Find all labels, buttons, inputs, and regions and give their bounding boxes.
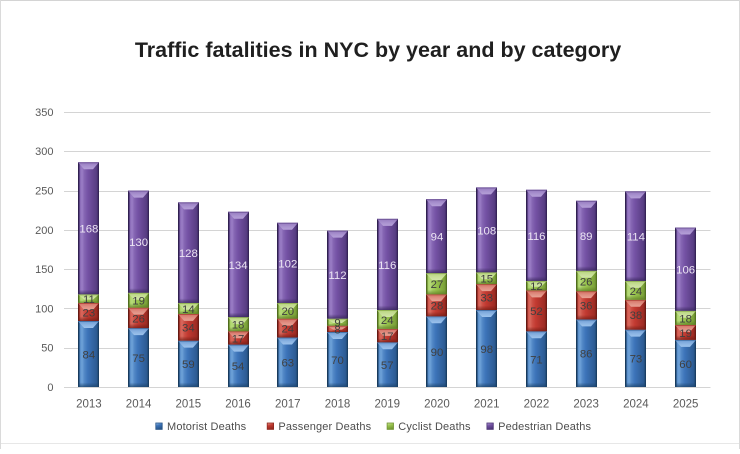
svg-text:12: 12 <box>530 281 543 293</box>
svg-text:Motorist Deaths: Motorist Deaths <box>167 421 247 433</box>
svg-text:60: 60 <box>679 359 692 371</box>
svg-text:130: 130 <box>129 237 148 249</box>
svg-text:50: 50 <box>41 343 53 355</box>
svg-text:0: 0 <box>47 382 53 394</box>
svg-text:2017: 2017 <box>275 399 301 411</box>
svg-text:15: 15 <box>480 274 493 286</box>
svg-text:100: 100 <box>35 303 53 315</box>
svg-text:2013: 2013 <box>76 399 102 411</box>
svg-text:84: 84 <box>83 349 96 361</box>
svg-text:2019: 2019 <box>374 399 400 411</box>
svg-text:Pedestrian Deaths: Pedestrian Deaths <box>498 421 591 433</box>
svg-text:350: 350 <box>35 107 53 119</box>
svg-text:11: 11 <box>83 294 95 306</box>
svg-text:106: 106 <box>676 265 695 277</box>
svg-text:28: 28 <box>431 301 444 313</box>
svg-text:8: 8 <box>334 324 340 336</box>
svg-text:250: 250 <box>35 185 53 197</box>
svg-text:73: 73 <box>630 354 643 366</box>
svg-text:2021: 2021 <box>474 399 500 411</box>
svg-text:2020: 2020 <box>424 399 450 411</box>
svg-text:2015: 2015 <box>176 399 202 411</box>
svg-text:34: 34 <box>182 323 195 335</box>
svg-text:102: 102 <box>278 258 297 270</box>
svg-text:59: 59 <box>182 359 195 371</box>
svg-text:20: 20 <box>281 306 294 318</box>
svg-text:19: 19 <box>679 328 692 340</box>
svg-text:2016: 2016 <box>225 399 251 411</box>
svg-text:Passenger Deaths: Passenger Deaths <box>278 421 371 433</box>
svg-text:71: 71 <box>530 355 543 367</box>
svg-text:2024: 2024 <box>623 399 649 411</box>
svg-text:116: 116 <box>527 231 545 243</box>
svg-text:19: 19 <box>132 296 145 308</box>
svg-text:63: 63 <box>281 358 294 370</box>
svg-text:Traffic fatalities in NYC by y: Traffic fatalities in NYC by year and by… <box>135 38 621 62</box>
svg-text:17: 17 <box>381 331 394 343</box>
svg-text:2014: 2014 <box>126 399 152 411</box>
svg-text:128: 128 <box>179 248 198 260</box>
svg-text:114: 114 <box>627 232 645 244</box>
svg-text:2022: 2022 <box>524 399 550 411</box>
svg-text:9: 9 <box>334 318 340 330</box>
svg-text:26: 26 <box>580 276 593 288</box>
svg-text:26: 26 <box>132 313 145 325</box>
svg-text:89: 89 <box>580 231 593 243</box>
svg-text:57: 57 <box>381 360 394 372</box>
svg-text:23: 23 <box>83 307 96 319</box>
svg-text:24: 24 <box>281 323 294 335</box>
svg-text:112: 112 <box>328 270 346 282</box>
svg-text:33: 33 <box>480 292 493 304</box>
svg-text:18: 18 <box>679 313 692 325</box>
svg-text:24: 24 <box>381 315 394 327</box>
svg-text:75: 75 <box>132 353 145 365</box>
svg-text:2023: 2023 <box>573 399 599 411</box>
svg-text:38: 38 <box>630 310 643 322</box>
svg-text:2018: 2018 <box>325 399 351 411</box>
svg-text:116: 116 <box>378 260 396 272</box>
svg-text:98: 98 <box>480 344 493 356</box>
svg-text:134: 134 <box>229 260 248 272</box>
svg-text:70: 70 <box>331 355 344 367</box>
svg-text:200: 200 <box>35 225 53 237</box>
svg-text:300: 300 <box>35 146 53 158</box>
svg-text:86: 86 <box>580 349 593 361</box>
svg-text:27: 27 <box>431 279 444 291</box>
svg-text:18: 18 <box>232 320 245 332</box>
svg-text:17: 17 <box>232 333 245 345</box>
svg-text:Cyclist Deaths: Cyclist Deaths <box>398 421 471 433</box>
svg-text:150: 150 <box>35 264 53 276</box>
svg-text:94: 94 <box>431 232 444 244</box>
svg-text:90: 90 <box>431 347 444 359</box>
svg-text:108: 108 <box>477 225 496 237</box>
svg-text:14: 14 <box>182 304 195 316</box>
svg-text:24: 24 <box>630 286 643 298</box>
svg-text:36: 36 <box>580 301 593 313</box>
svg-text:54: 54 <box>232 361 245 373</box>
svg-text:52: 52 <box>530 306 543 318</box>
svg-text:168: 168 <box>79 224 98 236</box>
svg-text:2025: 2025 <box>673 399 699 411</box>
